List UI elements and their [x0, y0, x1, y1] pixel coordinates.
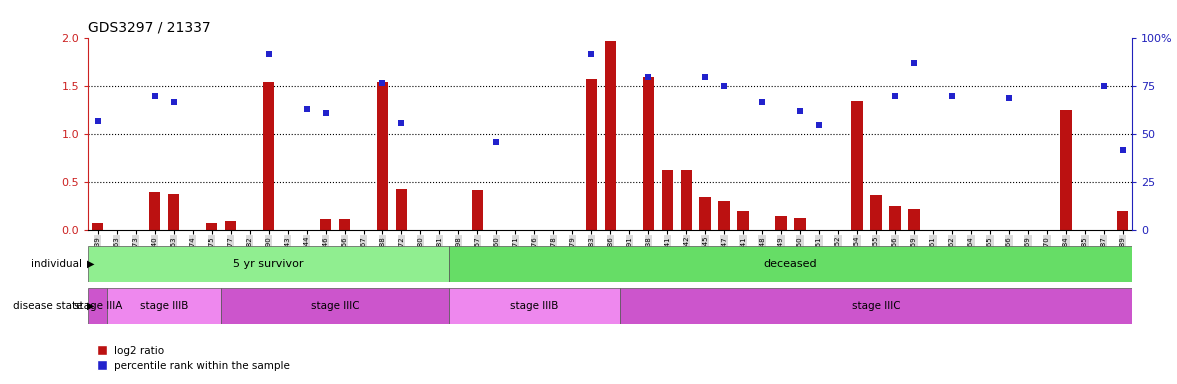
Text: deceased: deceased: [764, 259, 817, 269]
Bar: [909, 209, 919, 230]
Text: GDS3297 / 21337: GDS3297 / 21337: [88, 21, 211, 35]
Bar: [472, 190, 483, 230]
Bar: [225, 221, 237, 230]
Text: ▶: ▶: [87, 301, 94, 311]
Text: 5 yr survivor: 5 yr survivor: [233, 259, 304, 269]
Bar: [149, 192, 160, 230]
Text: stage IIIB: stage IIIB: [140, 301, 188, 311]
Text: stage IIIB: stage IIIB: [510, 301, 559, 311]
Text: ▶: ▶: [87, 259, 94, 269]
Bar: [661, 170, 673, 230]
Text: stage IIIA: stage IIIA: [74, 301, 122, 311]
Bar: [395, 189, 407, 230]
Text: individual: individual: [32, 259, 82, 269]
Bar: [1117, 211, 1129, 230]
Bar: [620, 288, 1132, 324]
Text: stage IIIC: stage IIIC: [311, 301, 359, 311]
Bar: [680, 170, 692, 230]
Bar: [448, 288, 620, 324]
Bar: [339, 219, 351, 230]
Bar: [718, 200, 730, 230]
Bar: [643, 77, 654, 230]
Legend: log2 ratio, percentile rank within the sample: log2 ratio, percentile rank within the s…: [93, 341, 294, 375]
Bar: [262, 81, 274, 230]
Bar: [92, 223, 104, 230]
Bar: [377, 81, 388, 230]
Bar: [699, 197, 711, 230]
Bar: [794, 218, 806, 230]
Bar: [88, 288, 107, 324]
Bar: [221, 288, 448, 324]
Bar: [738, 211, 749, 230]
Bar: [107, 288, 221, 324]
Bar: [320, 219, 331, 230]
Bar: [206, 223, 218, 230]
Bar: [776, 216, 786, 230]
Bar: [88, 246, 448, 282]
Bar: [851, 101, 863, 230]
Bar: [890, 207, 900, 230]
Bar: [586, 79, 597, 230]
Bar: [605, 41, 616, 230]
Text: disease state: disease state: [13, 301, 82, 311]
Bar: [448, 246, 1132, 282]
Bar: [870, 195, 882, 230]
Text: stage IIIC: stage IIIC: [852, 301, 900, 311]
Bar: [1060, 111, 1071, 230]
Bar: [168, 194, 179, 230]
